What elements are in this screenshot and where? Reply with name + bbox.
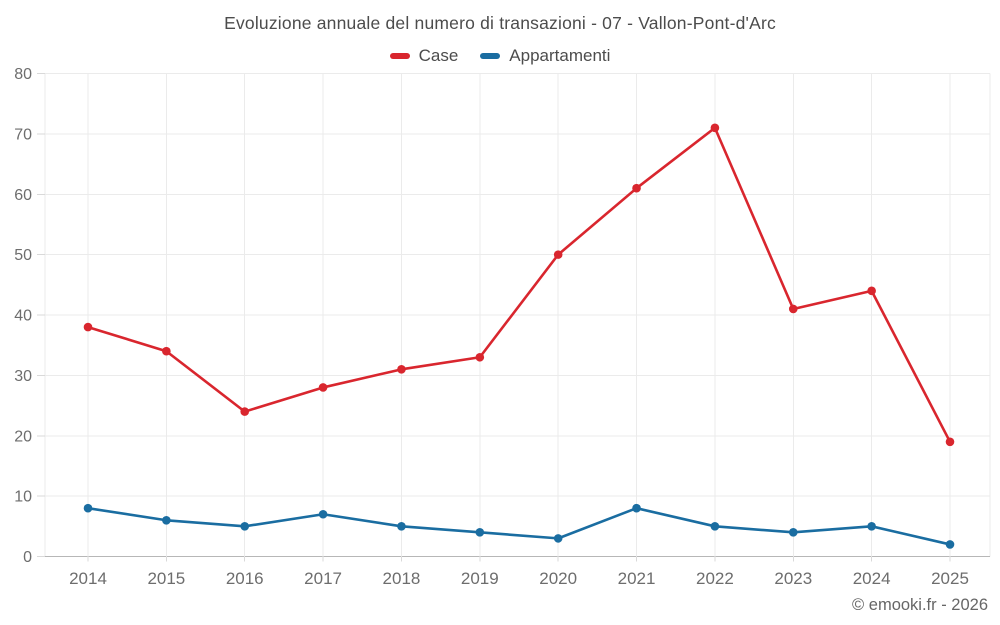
point-case-2024[interactable]: 2024 · Case: 44 [867,286,876,296]
chart-title: Evoluzione annuale del numero di transaz… [224,13,776,33]
point-appartamenti-2015[interactable]: 2015 · Appartamenti: 6 [162,515,171,525]
legend-label-case: Case [418,46,459,65]
x-tick-label-2017: 2017 [304,569,342,588]
point-case-2016[interactable]: 2016 · Case: 24 [240,407,250,416]
point-appartamenti-2020[interactable]: 2020 · Appartamenti: 3 [553,534,563,543]
y-tick-label-80: 80 [14,66,32,83]
point-appartamenti-2014[interactable]: 2014 · Appartamenti: 8 [83,503,93,513]
x-tick-label-2014: 2014 [69,569,107,588]
x-tick-label-2021: 2021 [618,569,656,588]
point-appartamenti-2022[interactable]: 2022 · Appartamenti: 5 [710,522,720,531]
point-case-2022[interactable]: 2022 · Case: 71 [710,123,720,133]
legend-item-appartamenti[interactable]: Appartamenti [480,46,610,66]
legend-swatch-case [389,53,410,59]
series-line-case [86,126,952,444]
point-case-2021[interactable]: 2021 · Case: 61 [632,183,641,193]
x-tick-label-2020: 2020 [539,569,577,588]
point-case-2015[interactable]: 2015 · Case: 34 [162,346,171,356]
point-appartamenti-2019[interactable]: 2019 · Appartamenti: 4 [475,528,485,537]
point-appartamenti-2017[interactable]: 2017 · Appartamenti: 7 [318,509,328,519]
point-case-2018[interactable]: 2018 · Case: 31 [397,365,406,374]
copyright-credit: © emooki.fr - 2026 [852,596,988,614]
point-appartamenti-2021[interactable]: 2021 · Appartamenti: 8 [632,503,641,513]
point-case-2023[interactable]: 2023 · Case: 41 [788,304,798,314]
y-tick-label-60: 60 [14,187,32,204]
x-tick-label-2019: 2019 [461,569,499,588]
point-appartamenti-2025[interactable]: 2025 · Appartamenti: 2 [945,540,955,549]
x-tick-label-2023: 2023 [774,569,812,588]
point-case-2019[interactable]: 2019 · Case: 33 [475,352,485,362]
y-tick-label-30: 30 [14,368,32,385]
y-tick-label-50: 50 [14,247,32,264]
point-case-2014[interactable]: 2014 · Case: 38 [83,322,93,332]
point-case-2017[interactable]: 2017 · Case: 28 [318,383,328,392]
x-tick-label-2015: 2015 [147,569,185,588]
point-appartamenti-2018[interactable]: 2018 · Appartamenti: 5 [397,522,406,531]
y-tick-label-0: 0 [23,549,32,566]
legend-swatch-appartamenti [480,53,501,59]
x-tick-label-2018: 2018 [383,569,421,588]
y-tick-label-20: 20 [14,428,32,445]
point-case-2020[interactable]: 2020 · Case: 50 [553,250,563,259]
y-tick-label-40: 40 [14,308,32,325]
point-appartamenti-2024[interactable]: 2024 · Appartamenti: 5 [867,522,876,531]
x-tick-label-2022: 2022 [696,569,734,588]
point-appartamenti-2023[interactable]: 2023 · Appartamenti: 4 [788,528,798,537]
x-tick-label-2025: 2025 [931,569,969,588]
series-line-appartamenti [86,506,952,546]
x-tick-label-2016: 2016 [226,569,264,588]
point-appartamenti-2016[interactable]: 2016 · Appartamenti: 5 [240,522,250,531]
point-case-2025[interactable]: 2025 · Case: 19 [945,437,955,447]
y-tick-label-10: 10 [14,489,32,506]
chart-legend: Case Appartamenti [0,45,1000,67]
y-tick-label-70: 70 [14,126,32,143]
legend-item-case[interactable]: Case [389,46,459,66]
x-tick-label-2024: 2024 [853,569,891,588]
legend-label-appartamenti: Appartamenti [509,46,611,65]
